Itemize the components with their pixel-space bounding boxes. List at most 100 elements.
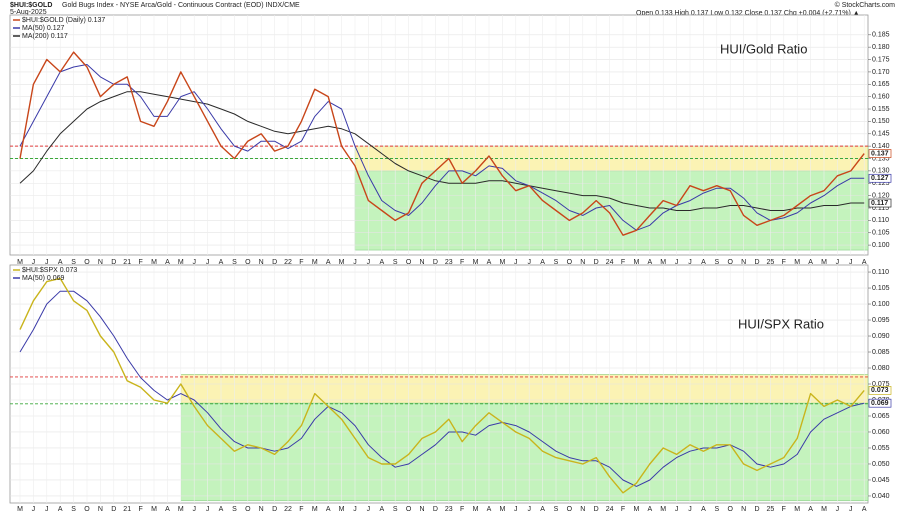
- x-tick-label: M: [339, 506, 345, 513]
- x-tick-label: A: [165, 506, 170, 513]
- x-tick-label: N: [259, 506, 264, 513]
- series-line: [19, 51, 865, 236]
- legend-name: MA(200): [22, 33, 49, 40]
- x-tick-label: D: [433, 259, 438, 266]
- last-value-box: [868, 198, 892, 208]
- y-tick-label: 0.170: [872, 69, 890, 76]
- x-tick-label: F: [460, 506, 464, 513]
- y-tick-label: 0.100: [872, 301, 890, 308]
- x-tick-label: J: [367, 259, 371, 266]
- x-tick-label: M: [660, 259, 666, 266]
- x-tick-label: A: [58, 259, 63, 266]
- x-tick-label: A: [165, 259, 170, 266]
- x-tick-label: S: [71, 259, 76, 266]
- x-tick-label: 25: [767, 506, 775, 513]
- y-tick-label: 0.130: [872, 168, 890, 175]
- x-tick-label: A: [647, 506, 652, 513]
- x-tick-label: M: [473, 506, 479, 513]
- y-tick-label: 0.120: [872, 192, 890, 199]
- legend-entry: $HUI:$GOLD (Daily) 0.137: [22, 17, 105, 24]
- x-tick-label: N: [741, 506, 746, 513]
- last-value-box: [868, 398, 892, 408]
- x-tick-label: 25: [767, 259, 775, 266]
- y-tick-label: 0.045: [872, 477, 890, 484]
- x-tick-label: N: [98, 259, 103, 266]
- x-tick-label: 23: [445, 506, 453, 513]
- series-line: [19, 91, 865, 211]
- y-tick-label: 0.090: [872, 333, 890, 340]
- x-tick-label: O: [727, 506, 733, 513]
- legend-name: MA(50): [22, 275, 45, 282]
- x-tick-label: F: [138, 506, 142, 513]
- y-tick-label: 0.065: [872, 413, 890, 420]
- x-tick-label: F: [621, 259, 625, 266]
- x-tick-label: N: [419, 259, 424, 266]
- x-tick-label: O: [727, 259, 733, 266]
- last-value-box: [868, 173, 892, 183]
- x-tick-label: J: [32, 259, 36, 266]
- x-tick-label: A: [326, 506, 331, 513]
- x-tick-label: A: [487, 259, 492, 266]
- x-tick-label: J: [514, 506, 518, 513]
- x-tick-label: A: [808, 506, 813, 513]
- panel-annotation: HUI/SPX Ratio: [738, 316, 824, 331]
- x-tick-label: J: [836, 259, 840, 266]
- y-tick-label: 0.125: [872, 180, 890, 187]
- legend-value: 0.117: [51, 33, 68, 40]
- x-tick-label: A: [540, 259, 545, 266]
- x-tick-label: M: [151, 259, 157, 266]
- y-tick-label: 0.185: [872, 32, 890, 39]
- x-tick-label: N: [419, 506, 424, 513]
- x-tick-label: O: [406, 506, 412, 513]
- legend-value: 0.127: [47, 25, 65, 32]
- x-tick-label: A: [379, 506, 384, 513]
- x-tick-label: J: [206, 259, 210, 266]
- x-tick-label: A: [58, 506, 63, 513]
- x-tick-label: O: [245, 259, 251, 266]
- x-tick-label: D: [433, 506, 438, 513]
- x-tick-label: M: [473, 259, 479, 266]
- x-tick-label: M: [633, 259, 639, 266]
- x-tick-label: M: [794, 506, 800, 513]
- y-tick-label: 0.075: [872, 381, 890, 388]
- y-tick-label: 0.115: [872, 205, 889, 212]
- x-tick-label: 24: [606, 506, 614, 513]
- x-tick-label: M: [339, 259, 345, 266]
- y-tick-label: 0.135: [872, 155, 890, 162]
- x-tick-label: D: [594, 259, 599, 266]
- y-tick-label: 0.040: [872, 493, 890, 500]
- y-tick-label: 0.105: [872, 230, 890, 237]
- x-tick-label: A: [379, 259, 384, 266]
- x-tick-label: 23: [445, 259, 453, 266]
- legend-entry: MA(50) 0.127: [22, 25, 65, 32]
- x-tick-label: A: [701, 259, 706, 266]
- legend-value: 0.069: [47, 275, 65, 282]
- zone: [180, 402, 869, 502]
- panel-annotation: HUI/Gold Ratio: [720, 41, 807, 56]
- legend-value: 0.073: [60, 267, 78, 274]
- x-tick-label: S: [554, 506, 559, 513]
- legend-value: 0.137: [88, 17, 106, 24]
- y-tick-label: 0.165: [872, 81, 890, 88]
- x-tick-label: 24: [606, 259, 614, 266]
- x-tick-label: O: [84, 259, 90, 266]
- legend-name: $HUI:$SPX: [22, 267, 58, 274]
- x-tick-label: N: [98, 506, 103, 513]
- x-tick-label: O: [567, 259, 573, 266]
- x-tick-label: J: [367, 506, 371, 513]
- x-tick-label: M: [17, 259, 23, 266]
- x-tick-label: N: [580, 259, 585, 266]
- x-tick-label: S: [393, 506, 398, 513]
- x-tick-label: J: [192, 506, 196, 513]
- x-tick-label: S: [232, 259, 237, 266]
- x-tick-label: J: [206, 506, 210, 513]
- y-tick-label: 0.060: [872, 429, 890, 436]
- x-tick-label: J: [527, 506, 531, 513]
- x-tick-label: M: [660, 506, 666, 513]
- x-tick-label: M: [499, 506, 505, 513]
- x-tick-label: J: [675, 506, 679, 513]
- x-tick-label: F: [299, 259, 303, 266]
- y-tick-label: 0.100: [872, 242, 890, 249]
- x-tick-label: O: [245, 506, 251, 513]
- x-tick-label: D: [272, 506, 277, 513]
